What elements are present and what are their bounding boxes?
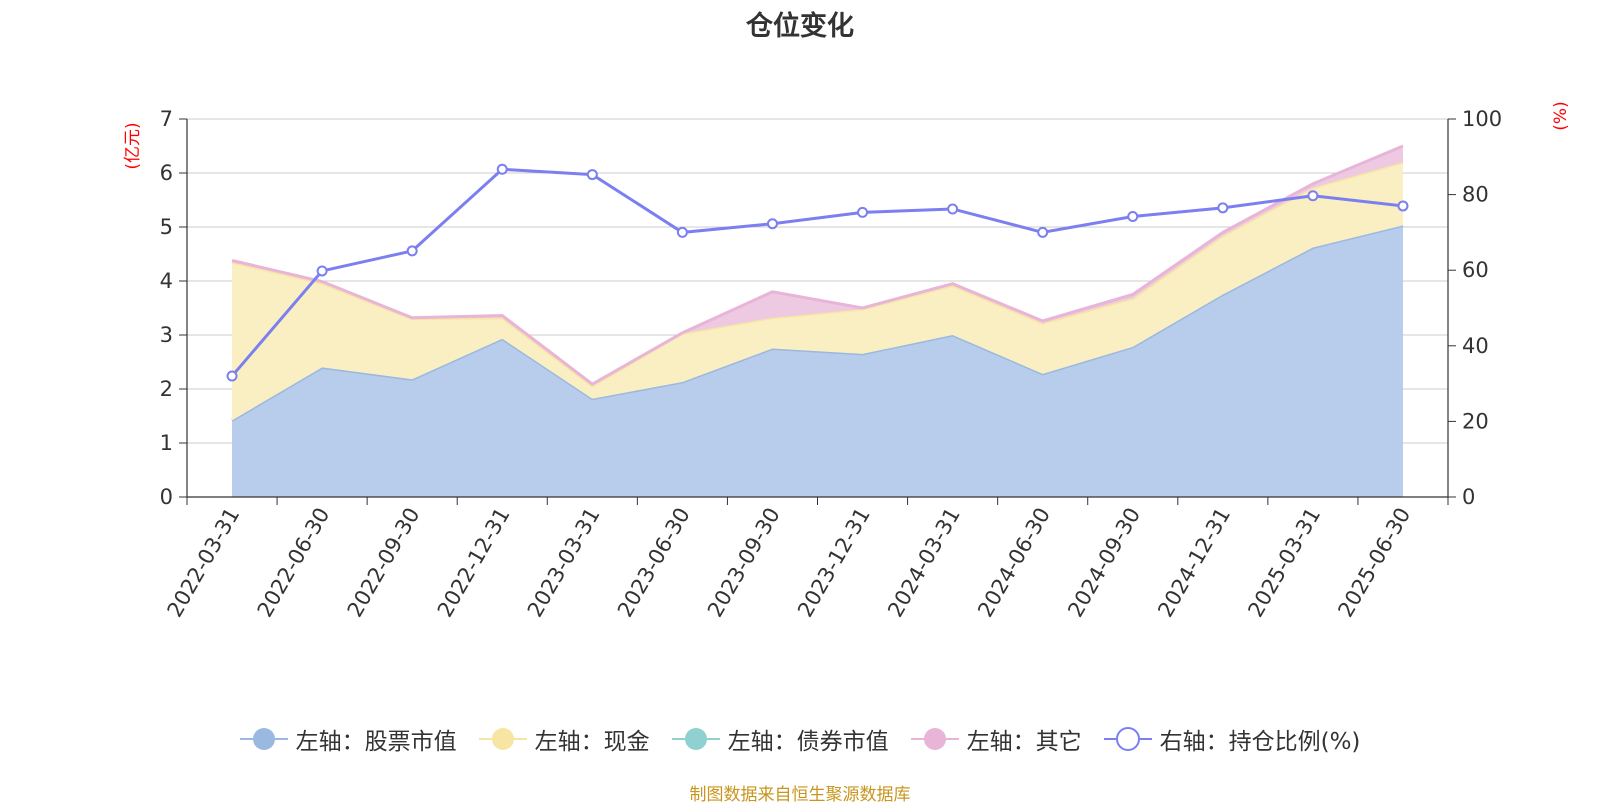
left-axis-tick-label: 0 xyxy=(160,485,173,509)
x-axis-tick-label: 2022-03-31 xyxy=(163,504,245,622)
left-axis-tick-label: 7 xyxy=(160,107,173,131)
source-note: 制图数据来自恒生聚源数据库 xyxy=(0,780,1600,805)
left-axis-unit: (亿元) xyxy=(123,122,143,169)
x-axis-tick-label: 2024-12-31 xyxy=(1153,504,1235,622)
x-axis-tick-label: 2024-03-31 xyxy=(883,504,965,622)
legend: 左轴：股票市值 左轴：现金 左轴：债券市值 左轴：其它 右轴：持仓比例(%) xyxy=(0,722,1600,756)
ratio-line-point xyxy=(1038,228,1047,237)
legend-item-4[interactable]: 右轴：持仓比例(%) xyxy=(1104,722,1361,756)
legend-item-3[interactable]: 左轴：其它 xyxy=(911,722,1082,756)
right-axis-tick-label: 80 xyxy=(1462,183,1489,207)
legend-label: 右轴：持仓比例(%) xyxy=(1160,722,1361,756)
ratio-line-point xyxy=(408,246,417,255)
ratio-line-point xyxy=(588,170,597,179)
ratio-line-point xyxy=(768,219,777,228)
x-axis-tick-label: 2025-06-30 xyxy=(1333,504,1415,622)
x-axis-tick-label: 2023-12-31 xyxy=(793,504,875,622)
right-axis-tick-label: 100 xyxy=(1462,107,1502,131)
legend-circle-icon xyxy=(672,725,720,753)
ratio-line-point xyxy=(1218,203,1227,212)
right-axis-tick-label: 0 xyxy=(1462,485,1475,509)
ratio-line-point xyxy=(228,372,237,381)
legend-label: 左轴：股票市值 xyxy=(296,722,457,756)
ratio-line-point xyxy=(1308,191,1317,200)
legend-label: 左轴：其它 xyxy=(967,722,1082,756)
x-axis-tick-label: 2022-12-31 xyxy=(433,504,515,622)
legend-item-2[interactable]: 左轴：债券市值 xyxy=(672,722,889,756)
x-axis-tick-label: 2023-06-30 xyxy=(613,504,695,622)
x-axis-tick-label: 2023-03-31 xyxy=(523,504,605,622)
left-axis-tick-label: 6 xyxy=(160,161,173,185)
left-axis-tick-label: 2 xyxy=(160,377,173,401)
legend-circle-icon xyxy=(911,725,959,753)
ratio-line-point xyxy=(1398,201,1407,210)
x-axis-tick-label: 2023-09-30 xyxy=(703,504,785,622)
legend-circle-icon xyxy=(240,725,288,753)
x-axis-tick-label: 2022-06-30 xyxy=(253,504,335,622)
legend-item-0[interactable]: 左轴：股票市值 xyxy=(240,722,457,756)
left-axis-tick-label: 3 xyxy=(160,323,173,347)
x-axis-tick-label: 2024-09-30 xyxy=(1063,504,1145,622)
x-axis-tick-label: 2024-06-30 xyxy=(973,504,1055,622)
ratio-line-point xyxy=(318,266,327,275)
left-axis-tick-label: 1 xyxy=(160,431,173,455)
legend-item-1[interactable]: 左轴：现金 xyxy=(479,722,650,756)
x-axis-tick-label: 2022-09-30 xyxy=(343,504,425,622)
ratio-line-point xyxy=(498,165,507,174)
right-axis-unit: (%) xyxy=(1551,101,1571,130)
right-axis-tick-label: 20 xyxy=(1462,409,1489,433)
legend-label: 左轴：债券市值 xyxy=(728,722,889,756)
area-series xyxy=(232,146,1403,497)
ratio-line-point xyxy=(858,208,867,217)
left-axis-tick-label: 5 xyxy=(160,215,173,239)
ratio-line-point xyxy=(948,204,957,213)
left-axis-tick-label: 4 xyxy=(160,269,173,293)
x-axis-tick-label: 2025-03-31 xyxy=(1243,504,1325,622)
ratio-line-point xyxy=(678,228,687,237)
ratio-line-point xyxy=(1128,212,1137,221)
legend-label: 左轴：现金 xyxy=(535,722,650,756)
legend-circle-icon xyxy=(479,725,527,753)
right-axis-tick-label: 40 xyxy=(1462,334,1489,358)
right-axis-tick-label: 60 xyxy=(1462,258,1489,282)
legend-hollow-circle-icon xyxy=(1104,725,1152,753)
